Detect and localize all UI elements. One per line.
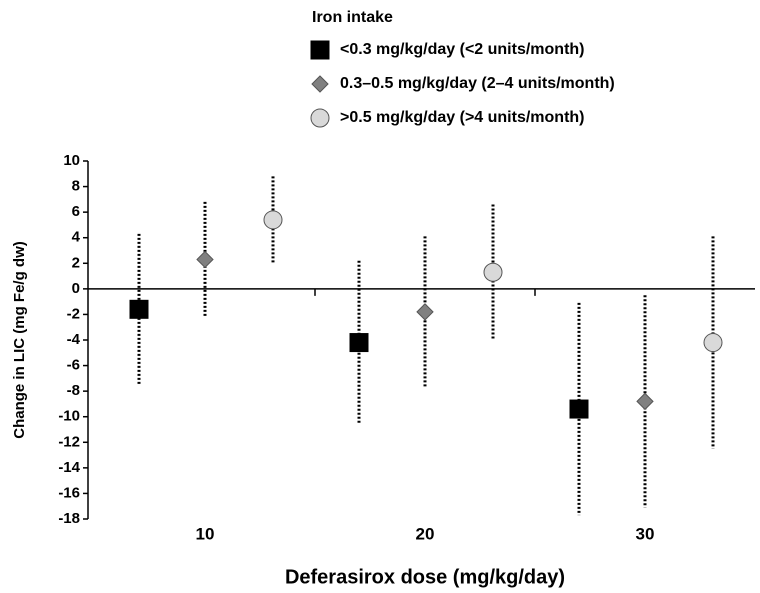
- legend-marker: [310, 40, 330, 60]
- y-tick-label: 2: [72, 254, 80, 271]
- data-point: [129, 299, 149, 319]
- x-tick-label: 30: [636, 524, 655, 543]
- legend-label: >0.5 mg/kg/day (>4 units/month): [340, 109, 585, 126]
- legend-marker: [311, 75, 329, 93]
- x-tick-label: 10: [196, 524, 215, 543]
- x-axis-label: Deferasirox dose (mg/kg/day): [285, 566, 565, 588]
- y-tick-label: -6: [67, 357, 80, 374]
- y-tick-label: 4: [72, 229, 81, 246]
- data-point: [416, 303, 434, 321]
- y-axis-label: Change in LIC (mg Fe/g dw): [11, 241, 28, 439]
- y-tick-label: 10: [63, 152, 80, 169]
- y-tick-label: -12: [58, 433, 80, 450]
- data-point: [636, 392, 654, 411]
- x-tick-label: 20: [416, 524, 435, 543]
- legend-title: Iron intake: [312, 9, 393, 26]
- y-tick-label: -10: [58, 408, 80, 425]
- y-tick-label: -4: [67, 331, 81, 348]
- y-tick-label: -8: [67, 382, 80, 399]
- legend-label: 0.3–0.5 mg/kg/day (2–4 units/month): [340, 75, 615, 92]
- legend-marker: [310, 108, 330, 128]
- y-tick-label: -18: [58, 510, 80, 527]
- data-point: [483, 262, 503, 282]
- y-tick-label: -16: [58, 484, 80, 501]
- data-point: [569, 399, 589, 419]
- y-tick-label: 6: [72, 203, 80, 220]
- data-point: [263, 210, 283, 230]
- data-point: [703, 333, 723, 353]
- data-point: [349, 333, 369, 353]
- data-point: [196, 250, 214, 269]
- y-tick-label: -14: [58, 459, 80, 476]
- y-tick-label: 0: [72, 280, 80, 297]
- legend-label: <0.3 mg/kg/day (<2 units/month): [340, 41, 585, 58]
- y-tick-label: 8: [72, 178, 80, 195]
- y-tick-label: -2: [67, 305, 80, 322]
